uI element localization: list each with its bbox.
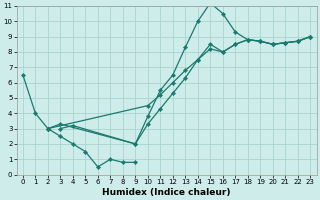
X-axis label: Humidex (Indice chaleur): Humidex (Indice chaleur) [102,188,231,197]
